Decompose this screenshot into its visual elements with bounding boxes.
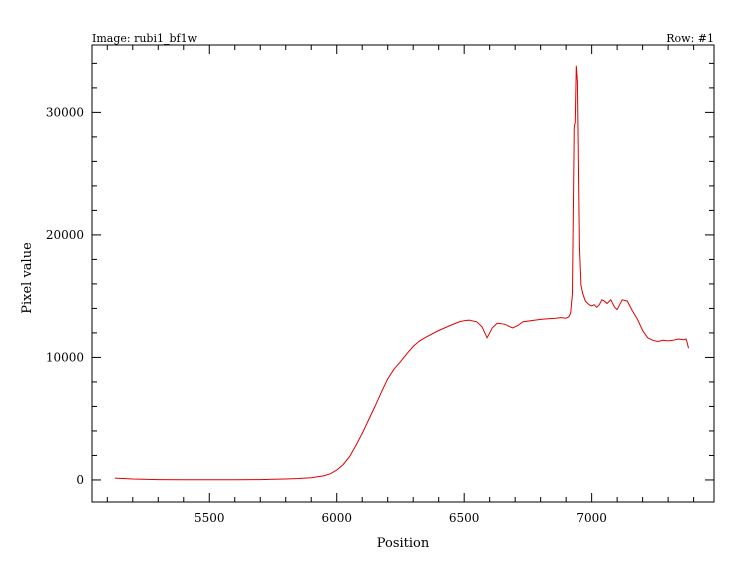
y-tick-label: 30000	[46, 105, 84, 119]
x-tick-label: 6500	[449, 511, 480, 525]
y-tick-label: 20000	[46, 228, 84, 242]
y-tick-label: 0	[76, 473, 84, 487]
image-label: Image: rubi1_bf1w	[92, 32, 198, 45]
y-tick-label: 10000	[46, 350, 84, 364]
plot-frame	[91, 44, 715, 503]
x-tick-label: 5500	[194, 511, 225, 525]
axis-ticks	[92, 45, 714, 502]
row-label: Row: #1	[666, 32, 714, 45]
y-axis-title: Pixel value	[20, 242, 35, 314]
x-tick-labels: 5500 6000 6500 7000	[194, 511, 607, 525]
data-line-series	[114, 65, 689, 481]
x-tick-label: 7000	[576, 511, 607, 525]
x-tick-label: 6000	[321, 511, 352, 525]
y-tick-labels: 0 10000 20000 30000	[46, 105, 84, 487]
x-axis-title: Position	[377, 536, 430, 551]
